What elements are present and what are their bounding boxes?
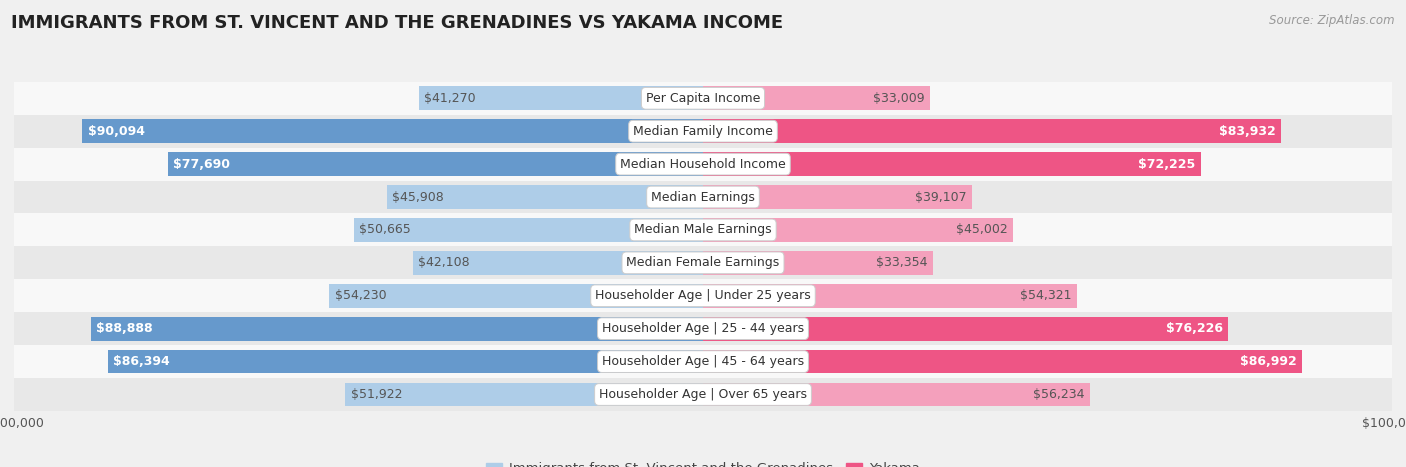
Text: Householder Age | Over 65 years: Householder Age | Over 65 years <box>599 388 807 401</box>
Bar <box>703 120 1281 143</box>
Text: $88,888: $88,888 <box>96 322 153 335</box>
Bar <box>703 317 1229 340</box>
Bar <box>14 213 1392 247</box>
Bar <box>703 152 1201 176</box>
Text: Householder Age | Under 25 years: Householder Age | Under 25 years <box>595 289 811 302</box>
Bar <box>14 378 1392 411</box>
Bar <box>703 218 1014 242</box>
Bar <box>90 317 703 340</box>
Text: Householder Age | 25 - 44 years: Householder Age | 25 - 44 years <box>602 322 804 335</box>
Text: $45,908: $45,908 <box>392 191 444 204</box>
Text: IMMIGRANTS FROM ST. VINCENT AND THE GRENADINES VS YAKAMA INCOME: IMMIGRANTS FROM ST. VINCENT AND THE GREN… <box>11 14 783 32</box>
Bar <box>14 82 1392 115</box>
Bar <box>419 86 703 110</box>
Text: Source: ZipAtlas.com: Source: ZipAtlas.com <box>1270 14 1395 27</box>
Bar <box>703 284 1077 308</box>
Text: $77,690: $77,690 <box>173 158 231 170</box>
Bar <box>703 382 1091 406</box>
Text: $33,009: $33,009 <box>873 92 925 105</box>
Text: $51,922: $51,922 <box>352 388 402 401</box>
Text: $72,225: $72,225 <box>1137 158 1195 170</box>
Text: $90,094: $90,094 <box>87 125 145 138</box>
Bar <box>14 115 1392 148</box>
Bar <box>14 279 1392 312</box>
Bar <box>413 251 703 275</box>
Bar <box>14 345 1392 378</box>
Bar <box>167 152 703 176</box>
Bar <box>354 218 703 242</box>
Text: Median Female Earnings: Median Female Earnings <box>627 256 779 269</box>
Text: Median Earnings: Median Earnings <box>651 191 755 204</box>
Text: $45,002: $45,002 <box>956 223 1008 236</box>
Text: $54,321: $54,321 <box>1021 289 1071 302</box>
Bar <box>329 284 703 308</box>
Text: $33,354: $33,354 <box>876 256 928 269</box>
Bar <box>703 86 931 110</box>
Text: Median Household Income: Median Household Income <box>620 158 786 170</box>
Text: Median Male Earnings: Median Male Earnings <box>634 223 772 236</box>
Text: Per Capita Income: Per Capita Income <box>645 92 761 105</box>
Text: $86,394: $86,394 <box>114 355 170 368</box>
Text: $54,230: $54,230 <box>335 289 387 302</box>
Bar <box>703 185 973 209</box>
Bar <box>14 148 1392 181</box>
Text: $42,108: $42,108 <box>419 256 470 269</box>
Bar <box>346 382 703 406</box>
Bar <box>83 120 703 143</box>
Text: Householder Age | 45 - 64 years: Householder Age | 45 - 64 years <box>602 355 804 368</box>
Legend: Immigrants from St. Vincent and the Grenadines, Yakama: Immigrants from St. Vincent and the Gren… <box>481 457 925 467</box>
Bar <box>387 185 703 209</box>
Bar <box>14 247 1392 279</box>
Bar <box>108 350 703 374</box>
Text: $50,665: $50,665 <box>360 223 411 236</box>
Bar <box>703 350 1302 374</box>
Text: $76,226: $76,226 <box>1166 322 1223 335</box>
Bar <box>14 181 1392 213</box>
Text: $41,270: $41,270 <box>425 92 475 105</box>
Bar <box>703 251 932 275</box>
Text: Median Family Income: Median Family Income <box>633 125 773 138</box>
Text: $39,107: $39,107 <box>915 191 967 204</box>
Text: $86,992: $86,992 <box>1240 355 1296 368</box>
Text: $56,234: $56,234 <box>1033 388 1085 401</box>
Bar <box>14 312 1392 345</box>
Text: $83,932: $83,932 <box>1219 125 1275 138</box>
